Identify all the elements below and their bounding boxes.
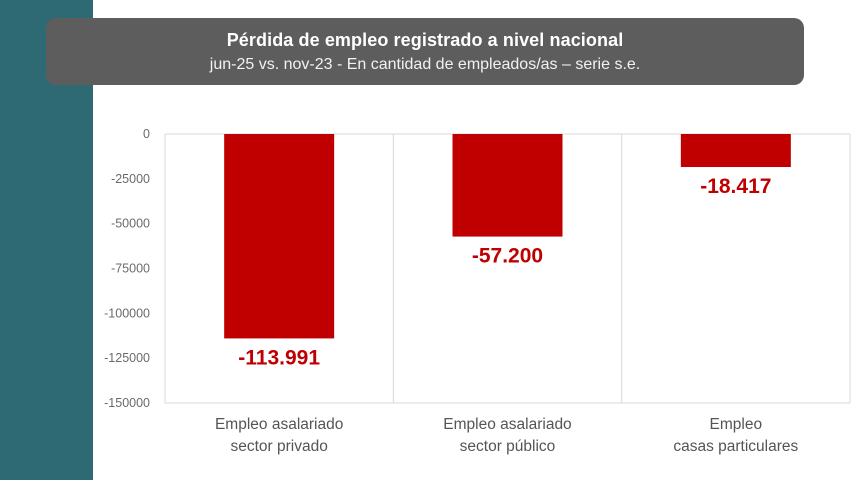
bar [452,134,563,237]
chart-title: Pérdida de empleo registrado a nivel nac… [226,30,624,50]
title-box: Pérdida de empleo registrado a nivel nac… [46,18,804,85]
y-tick-label: -100000 [104,306,150,320]
category-label: Empleo asalariado [215,416,343,433]
category-label: Empleo asalariado [443,416,571,433]
bar [680,134,791,168]
y-tick-label: 0 [143,127,150,141]
category-label: casas particulares [673,438,798,455]
bar [224,134,335,339]
y-tick-label: -75000 [111,262,150,276]
data-label: -18.417 [700,175,771,198]
y-tick-label: -50000 [111,217,150,231]
y-tick-label: -125000 [104,351,150,365]
category-label: sector público [460,438,556,455]
chart-subtitle: jun-25 vs. nov-23 - En cantidad de emple… [209,56,641,73]
data-label: -57.200 [472,245,543,268]
y-tick-label: -150000 [104,396,150,410]
y-tick-label: -25000 [111,172,150,186]
data-label: -113.991 [238,346,320,369]
category-label: Empleo [710,416,763,433]
category-label: sector privado [230,438,327,455]
